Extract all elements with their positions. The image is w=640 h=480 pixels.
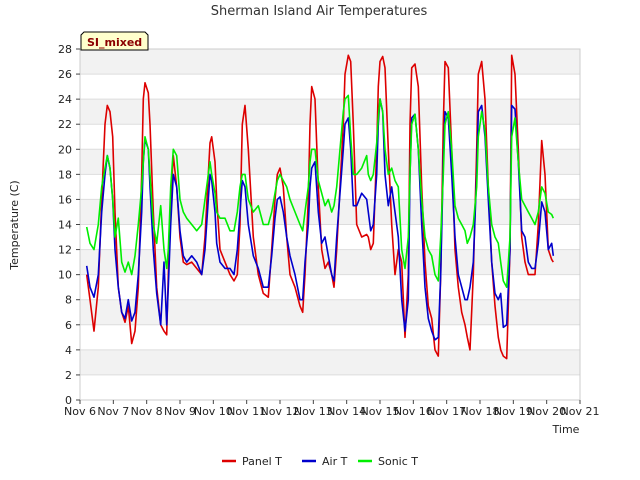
legend: Panel T Air T Sonic T	[222, 455, 418, 468]
legend-label: Sonic T	[378, 455, 418, 468]
x-tick-label: Nov 19	[494, 405, 533, 418]
plot-band	[80, 299, 580, 325]
x-tick-label: Nov 18	[461, 405, 500, 418]
x-tick-label: Nov 20	[527, 405, 566, 418]
y-tick-label: 24	[58, 93, 72, 106]
badge-box	[80, 31, 149, 51]
legend-label: Panel T	[242, 455, 282, 468]
y-tick-label: 0	[65, 394, 72, 407]
x-tick-label: Nov 17	[427, 405, 466, 418]
x-tick-label: Nov 13	[294, 405, 333, 418]
x-tick-label: Nov 6	[64, 405, 96, 418]
plot-band	[80, 349, 580, 375]
y-tick-label: 6	[65, 319, 72, 332]
plot-band	[80, 99, 580, 125]
x-tick-label: Nov 14	[327, 405, 366, 418]
plot-band	[80, 124, 580, 150]
x-tick-label: Nov 11	[227, 405, 266, 418]
legend-label: Air T	[322, 455, 348, 468]
y-tick-label: 28	[58, 43, 72, 56]
y-tick-label: 14	[58, 219, 72, 232]
series-line-sonic-t	[85, 94, 555, 289]
plot-band	[80, 74, 580, 100]
x-tick-label: Nov 15	[361, 405, 400, 418]
y-tick-label: 2	[65, 369, 72, 382]
plot-band	[80, 174, 580, 200]
x-tick-label: Nov 21	[561, 405, 600, 418]
plot-band	[80, 49, 580, 75]
series-lines	[85, 54, 555, 360]
badge-label: SI_mixed	[87, 36, 142, 49]
y-tick-label: 8	[65, 294, 72, 307]
plot-band	[80, 149, 580, 175]
x-tick-label: Nov 16	[394, 405, 433, 418]
x-tick-label: Nov 8	[131, 405, 163, 418]
y-tick-label: 22	[58, 118, 72, 131]
x-axis-label: Time	[552, 423, 580, 436]
x-tick-label: Nov 7	[97, 405, 129, 418]
plot-band	[80, 324, 580, 350]
x-tick-label: Nov 12	[261, 405, 300, 418]
y-tick-label: 12	[58, 244, 72, 257]
y-tick-label: 10	[58, 269, 72, 282]
plot-band	[80, 374, 580, 400]
badge: SI_mixed	[80, 31, 149, 51]
x-tick-label: Nov 9	[164, 405, 196, 418]
y-axis-label: Temperature (C)	[8, 180, 21, 270]
x-tick-label: Nov 10	[194, 405, 233, 418]
y-tick-label: 4	[65, 344, 72, 357]
y-tick-label: 16	[58, 193, 72, 206]
y-tick-label: 18	[58, 168, 72, 181]
y-tick-label: 26	[58, 68, 72, 81]
y-tick-label: 20	[58, 143, 72, 156]
chart-title: Sherman Island Air Temperatures	[211, 4, 428, 19]
